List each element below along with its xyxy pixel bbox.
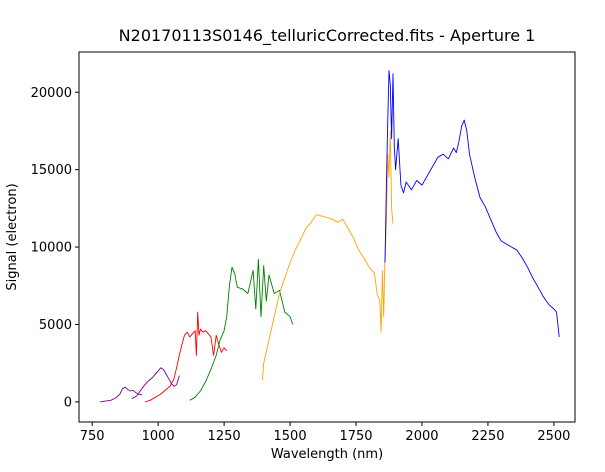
series-line-5 (261, 130, 394, 381)
series-line-2 (131, 367, 180, 400)
y-tick-label: 5000 (39, 318, 72, 333)
series-line-1 (100, 386, 143, 403)
plot-frame (78, 51, 576, 423)
x-tick-label: 2500 (537, 429, 570, 444)
x-tick-label: 1250 (208, 429, 241, 444)
y-tick-label: 0 (64, 395, 72, 410)
series-line-4 (189, 258, 294, 401)
y-tick-label: 10000 (31, 241, 72, 256)
series-line-3 (144, 311, 228, 403)
x-tick-label: 1750 (339, 429, 372, 444)
y-tick-label: 15000 (31, 163, 72, 178)
y-axis-label: Signal (electron) (5, 183, 20, 290)
x-tick-label: 1000 (142, 429, 175, 444)
x-tick-label: 1500 (274, 429, 307, 444)
x-tick-label: 750 (80, 429, 105, 444)
y-tick-label: 20000 (31, 86, 72, 101)
x-axis-label: Wavelength (nm) (271, 447, 383, 462)
x-tick-label: 2000 (405, 429, 438, 444)
chart-title: N20170113S0146_telluricCorrected.fits - … (119, 26, 536, 46)
series-line-6 (384, 70, 560, 337)
x-axis: 750 1000 1250 1500 1750 2000 2250 2500 (80, 422, 570, 444)
x-tick-label: 2250 (471, 429, 504, 444)
y-axis: 0 5000 10000 15000 20000 (31, 86, 79, 410)
plot-area (100, 70, 560, 403)
